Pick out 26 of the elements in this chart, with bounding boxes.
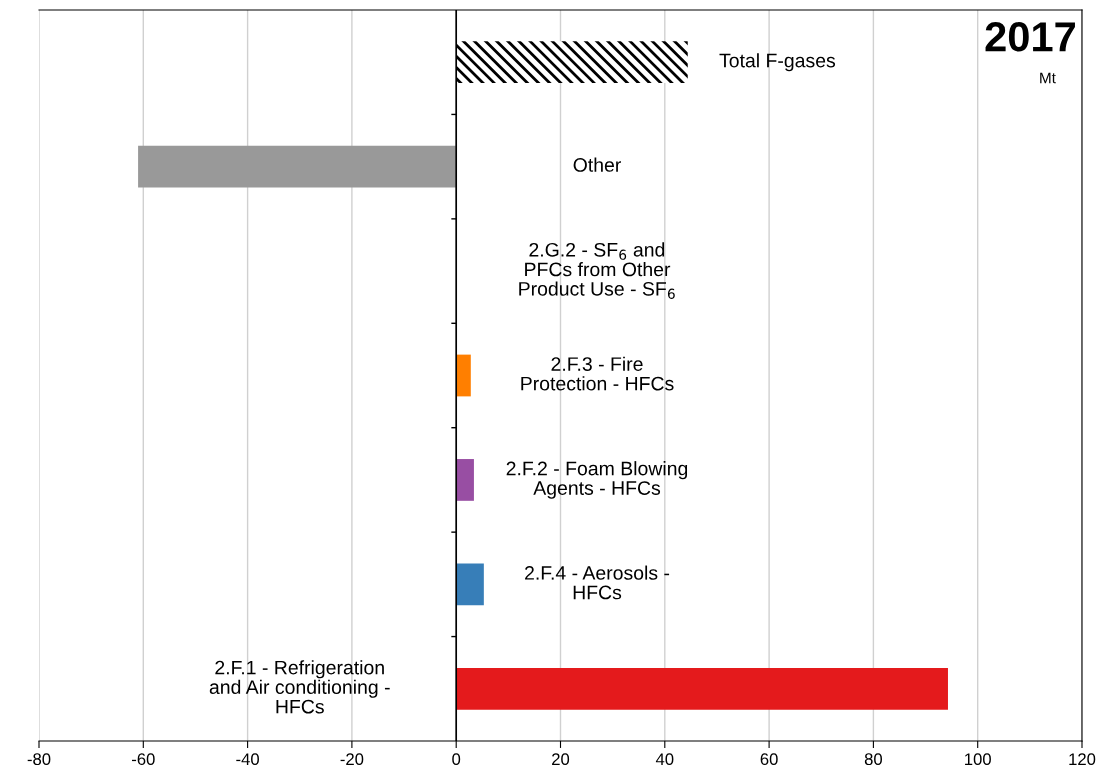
x-tick-label: 100 xyxy=(965,753,991,766)
y-tick-label: 2.F.4 - Aerosols - HFCs xyxy=(525,565,670,600)
bar xyxy=(456,354,471,397)
y-tick-label: Other xyxy=(573,157,621,172)
x-tick-label: -20 xyxy=(340,753,364,766)
x-tick-label: 0 xyxy=(452,753,461,766)
y-tick-label: Total F-gases xyxy=(719,53,836,72)
x-tick-label: -80 xyxy=(27,753,51,766)
y-tick-label: 2.F.2 - Foam Blowing Agents - HFCs xyxy=(506,461,688,499)
bar xyxy=(138,145,457,188)
x-tick-label: 20 xyxy=(552,753,570,766)
bar xyxy=(456,563,484,606)
x-tick-label: 120 xyxy=(1069,753,1096,766)
bar xyxy=(456,41,688,84)
bar xyxy=(456,667,948,710)
x-tick-label: -40 xyxy=(236,753,259,766)
x-tick-label: 40 xyxy=(655,753,674,766)
y-tick-label: 2.F.3 - Fire Protection - HFCs xyxy=(521,356,674,391)
y-tick-label: 2.G.2 - SF$_{6}$ and PFCs from Other Product Use - SF$_{6}$ xyxy=(519,242,675,299)
y-tick-label: 2.F.1 - Refrigeration and Air conditioning - HFCs xyxy=(209,660,390,714)
text: Mt xyxy=(1040,72,1056,84)
x-tick-label: 80 xyxy=(864,753,883,766)
x-tick-label: 60 xyxy=(760,753,778,766)
chart-title: 2017 xyxy=(985,22,1075,52)
bar xyxy=(456,459,474,501)
x-tick-label: -60 xyxy=(132,753,155,766)
